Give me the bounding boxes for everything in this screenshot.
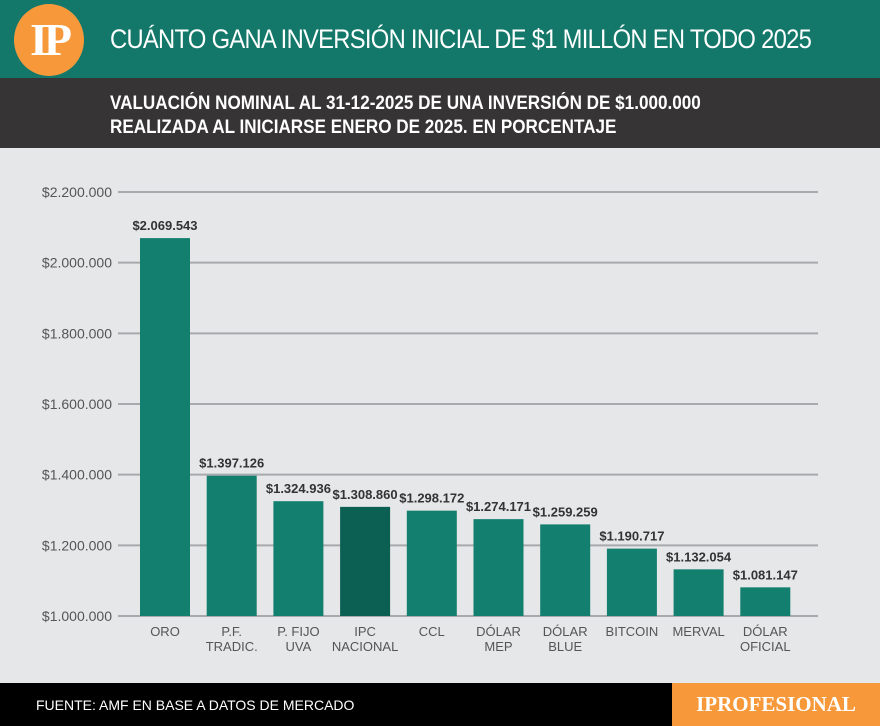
subtitle: VALUACIÓN NOMINAL AL 31-12-2025 DE UNA I… (110, 92, 701, 140)
y-tick-label: $2.000.000 (42, 255, 112, 271)
data-label: $1.308.860 (333, 487, 398, 502)
brand-logo: IPROFESIONAL (672, 683, 880, 726)
y-tick-label: $1.600.000 (42, 396, 112, 412)
x-tick-label: TRADIC. (206, 639, 258, 654)
y-tick-label: $1.800.000 (42, 325, 112, 341)
x-tick-label: DÓLAR (476, 624, 521, 639)
bar-chart: $1.000.000 $1.200.000 $1.400.000 $1.600.000… (42, 184, 818, 654)
ip-logo: IP (14, 4, 84, 76)
header (0, 0, 880, 78)
data-label: $1.397.126 (199, 456, 264, 471)
bar (273, 501, 324, 616)
x-tick-label: BITCOIN (606, 624, 659, 639)
bar (406, 510, 457, 616)
x-tick-label: MERVAL (672, 624, 724, 639)
bar (473, 519, 524, 616)
x-tick-label: P.F. (221, 624, 242, 639)
x-tick-label: DÓLAR (543, 624, 588, 639)
bar (140, 238, 190, 617)
data-label: $1.274.171 (466, 499, 531, 514)
subtitle-line-2: REALIZADA AL INICIARSE ENERO DE 2025. EN… (110, 117, 617, 138)
x-tick-label: IPC (354, 624, 376, 639)
x-tick-label: MEP (484, 639, 512, 654)
data-label: $1.190.717 (599, 529, 664, 544)
y-tick-label: $1.000.000 (42, 608, 112, 624)
data-label: $2.069.543 (132, 218, 197, 233)
data-label: $1.324.936 (266, 481, 331, 496)
x-tick-label: OFICIAL (740, 639, 791, 654)
bar (206, 475, 257, 616)
y-tick-label: $2.200.000 (42, 184, 112, 200)
x-tick-label: DÓLAR (743, 624, 788, 639)
subtitle-bar (0, 78, 880, 148)
bar (540, 524, 591, 616)
bar (606, 548, 657, 616)
subtitle-line-1: VALUACIÓN NOMINAL AL 31-12-2025 DE UNA I… (110, 93, 701, 114)
bar (340, 506, 391, 616)
data-label: $1.259.259 (533, 504, 598, 519)
data-label: $1.298.172 (399, 491, 464, 506)
x-tick-label: CCL (419, 624, 445, 639)
x-tick-label: UVA (286, 639, 312, 654)
x-tick-label: P. FIJO (277, 624, 319, 639)
source-note: FUENTE: AMF EN BASE A DATOS DE MERCADO (36, 697, 355, 713)
bar (740, 587, 791, 616)
bar (673, 569, 724, 616)
y-tick-label: $1.400.000 (42, 467, 112, 483)
y-tick-label: $1.200.000 (42, 537, 112, 553)
x-tick-label: ORO (150, 624, 180, 639)
data-label: $1.132.054 (666, 549, 732, 564)
data-label: $1.081.147 (733, 567, 798, 582)
page-title: CUÁNTO GANA INVERSIÓN INICIAL DE $1 MILL… (110, 24, 812, 54)
x-tick-label: BLUE (548, 639, 582, 654)
x-tick-label: NACIONAL (332, 639, 398, 654)
